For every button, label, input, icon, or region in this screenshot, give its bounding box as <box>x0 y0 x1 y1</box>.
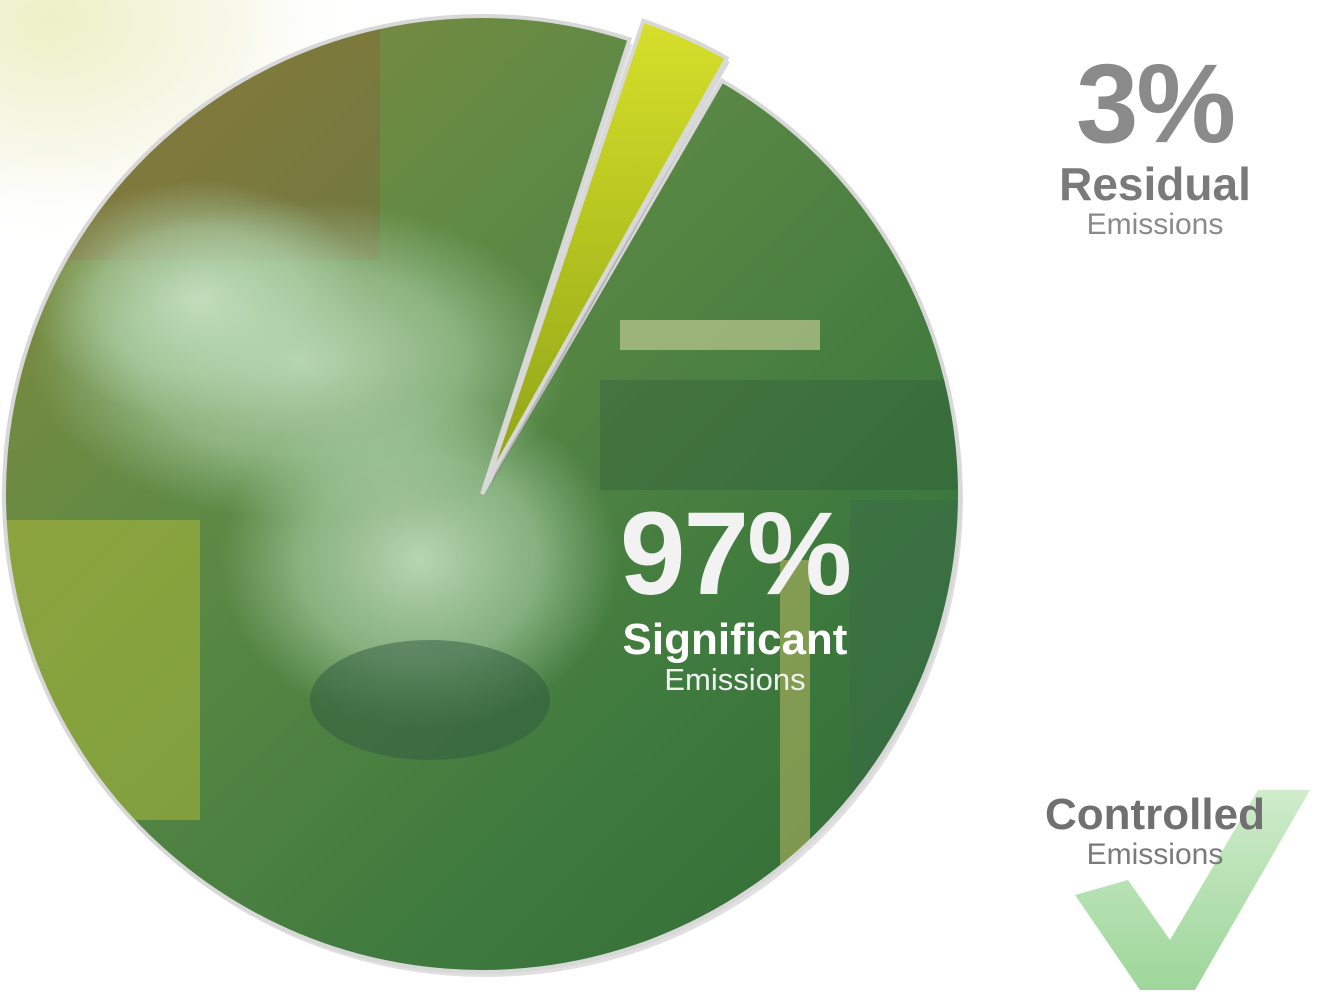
residual-sublabel: Emissions <box>1086 208 1224 242</box>
check-mark-icon <box>1075 790 1310 990</box>
pie-slice-residual <box>485 18 730 486</box>
residual-percent: 3% <box>1076 41 1236 166</box>
slice-texture <box>30 180 370 420</box>
slice-texture <box>600 380 960 490</box>
residual-label-block: 3% Residual Emissions <box>1030 41 1280 242</box>
controlled-label-block: Controlled Emissions <box>1010 790 1300 872</box>
slice-texture <box>220 390 620 730</box>
residual-category: Residual <box>1059 158 1251 210</box>
significant-label-block: 97% Significant Emissions <box>585 495 885 697</box>
controlled-category: Controlled <box>1045 790 1265 839</box>
controlled-sublabel: Emissions <box>1086 838 1224 872</box>
slice-texture <box>310 640 550 760</box>
slice-texture <box>620 320 820 350</box>
significant-percent: 97% <box>619 488 852 620</box>
slice-texture <box>4 520 200 820</box>
significant-category: Significant <box>622 615 848 664</box>
significant-sublabel: Emissions <box>664 662 806 698</box>
